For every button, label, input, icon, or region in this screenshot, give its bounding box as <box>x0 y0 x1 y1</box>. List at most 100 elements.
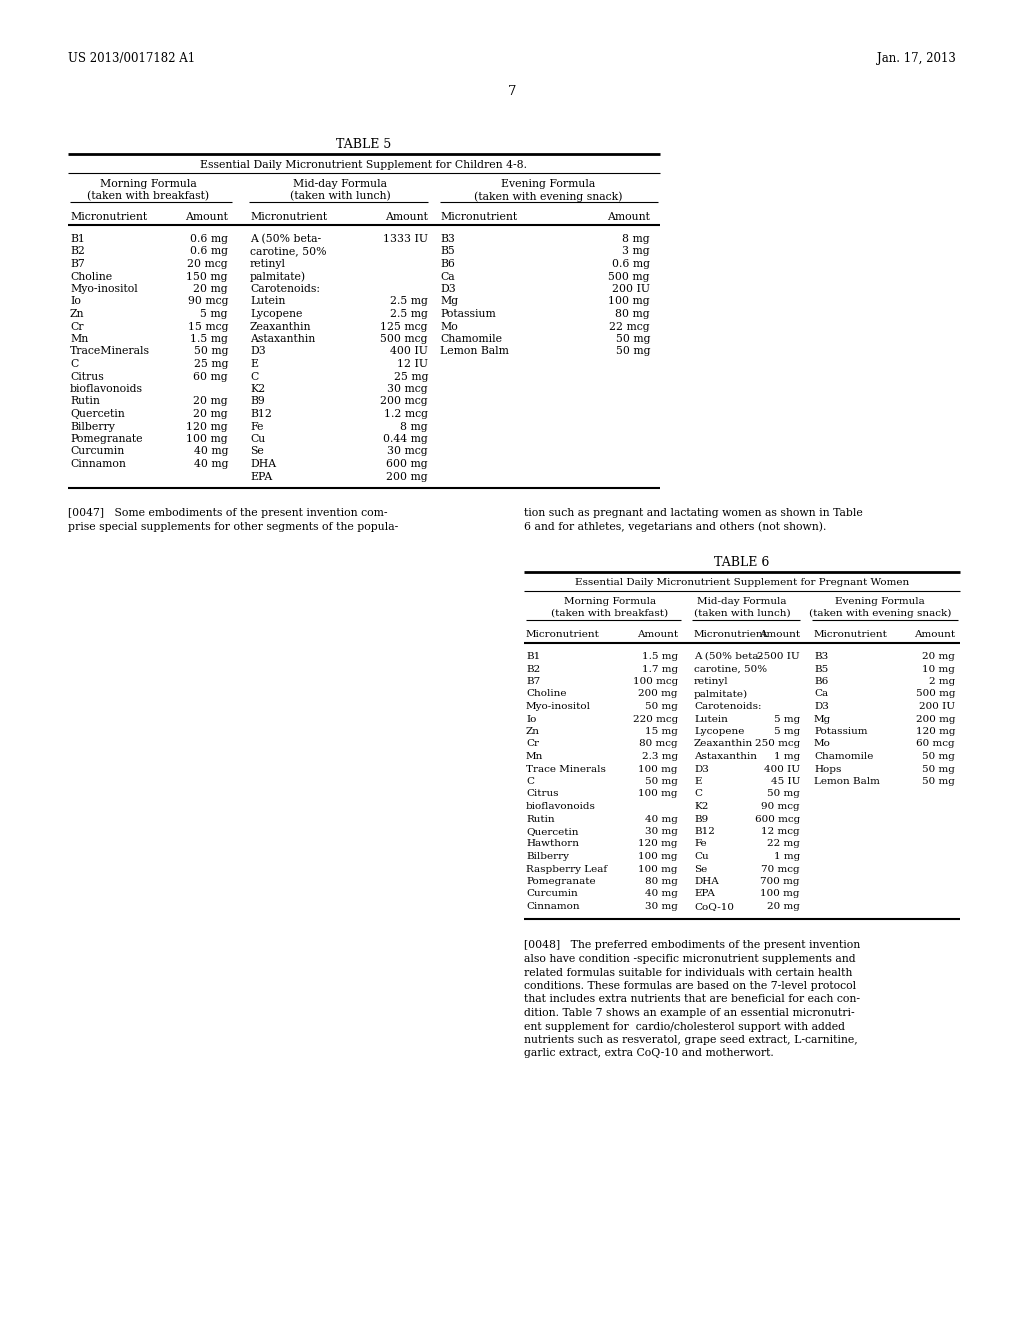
Text: 400 IU: 400 IU <box>390 346 428 356</box>
Text: Fe: Fe <box>694 840 707 849</box>
Text: 12 IU: 12 IU <box>397 359 428 370</box>
Text: 1.5 mg: 1.5 mg <box>190 334 228 345</box>
Text: 100 mg: 100 mg <box>639 789 678 799</box>
Text: related formulas suitable for individuals with certain health: related formulas suitable for individual… <box>524 968 852 978</box>
Text: Lutein: Lutein <box>250 297 286 306</box>
Text: Bilberry: Bilberry <box>70 421 115 432</box>
Text: B2: B2 <box>526 664 541 673</box>
Text: 100 mg: 100 mg <box>639 851 678 861</box>
Text: 5 mg: 5 mg <box>201 309 228 319</box>
Text: 500 mg: 500 mg <box>608 272 650 281</box>
Text: 200 mg: 200 mg <box>386 471 428 482</box>
Text: tion such as pregnant and lactating women as shown in Table: tion such as pregnant and lactating wome… <box>524 508 863 517</box>
Text: Mo: Mo <box>440 322 458 331</box>
Text: (taken with lunch): (taken with lunch) <box>693 609 791 618</box>
Text: Se: Se <box>694 865 708 874</box>
Text: 40 mg: 40 mg <box>645 890 678 899</box>
Text: Micronutrient: Micronutrient <box>814 630 888 639</box>
Text: Essential Daily Micronutrient Supplement for Pregnant Women: Essential Daily Micronutrient Supplement… <box>574 578 909 587</box>
Text: 500 mcg: 500 mcg <box>381 334 428 345</box>
Text: Quercetin: Quercetin <box>526 828 579 836</box>
Text: 120 mg: 120 mg <box>915 727 955 737</box>
Text: Myo-inositol: Myo-inositol <box>70 284 138 294</box>
Text: 50 mg: 50 mg <box>615 334 650 345</box>
Text: Lutein: Lutein <box>694 714 728 723</box>
Text: Astaxanthin: Astaxanthin <box>250 334 315 345</box>
Text: Mn: Mn <box>526 752 544 762</box>
Text: 200 IU: 200 IU <box>919 702 955 711</box>
Text: E: E <box>694 777 701 785</box>
Text: Myo-inositol: Myo-inositol <box>526 702 591 711</box>
Text: Potassium: Potassium <box>814 727 867 737</box>
Text: 0.44 mg: 0.44 mg <box>383 434 428 444</box>
Text: retinyl: retinyl <box>250 259 286 269</box>
Text: Mg: Mg <box>440 297 458 306</box>
Text: A (50% beta-: A (50% beta- <box>250 234 322 244</box>
Text: 25 mg: 25 mg <box>194 359 228 370</box>
Text: Zn: Zn <box>526 727 540 737</box>
Text: B1: B1 <box>526 652 541 661</box>
Text: 50 mg: 50 mg <box>615 346 650 356</box>
Text: Evening Formula: Evening Formula <box>836 597 925 606</box>
Text: Amount: Amount <box>185 213 228 222</box>
Text: D3: D3 <box>694 764 709 774</box>
Text: 60 mcg: 60 mcg <box>916 739 955 748</box>
Text: Cinnamon: Cinnamon <box>70 459 126 469</box>
Text: B9: B9 <box>250 396 265 407</box>
Text: 12 mcg: 12 mcg <box>762 828 800 836</box>
Text: Pomegranate: Pomegranate <box>526 876 596 886</box>
Text: (taken with breakfast): (taken with breakfast) <box>552 609 669 618</box>
Text: 100 mg: 100 mg <box>639 764 678 774</box>
Text: Ca: Ca <box>814 689 828 698</box>
Text: 50 mg: 50 mg <box>923 752 955 762</box>
Text: DHA: DHA <box>694 876 719 886</box>
Text: Curcumin: Curcumin <box>70 446 124 457</box>
Text: Amount: Amount <box>607 213 650 222</box>
Text: 15 mcg: 15 mcg <box>187 322 228 331</box>
Text: 2.5 mg: 2.5 mg <box>390 309 428 319</box>
Text: 15 mg: 15 mg <box>645 727 678 737</box>
Text: Se: Se <box>250 446 264 457</box>
Text: 40 mg: 40 mg <box>645 814 678 824</box>
Text: 100 mg: 100 mg <box>639 865 678 874</box>
Text: Micronutrient: Micronutrient <box>250 213 327 222</box>
Text: Micronutrient: Micronutrient <box>526 630 600 639</box>
Text: 600 mcg: 600 mcg <box>755 814 800 824</box>
Text: 1.2 mcg: 1.2 mcg <box>384 409 428 418</box>
Text: 100 mg: 100 mg <box>608 297 650 306</box>
Text: Bilberry: Bilberry <box>526 851 569 861</box>
Text: Io: Io <box>526 714 537 723</box>
Text: (taken with breakfast): (taken with breakfast) <box>87 191 209 202</box>
Text: nutrients such as resveratol, grape seed extract, L-carnitine,: nutrients such as resveratol, grape seed… <box>524 1035 858 1045</box>
Text: prise special supplements for other segments of the popula-: prise special supplements for other segm… <box>68 521 398 532</box>
Text: C: C <box>70 359 78 370</box>
Text: A (50% beta-: A (50% beta- <box>694 652 762 661</box>
Text: Cu: Cu <box>250 434 265 444</box>
Text: TABLE 5: TABLE 5 <box>336 139 391 150</box>
Text: B12: B12 <box>250 409 272 418</box>
Text: K2: K2 <box>250 384 265 393</box>
Text: 20 mg: 20 mg <box>194 396 228 407</box>
Text: Rutin: Rutin <box>526 814 555 824</box>
Text: Carotenoids:: Carotenoids: <box>694 702 762 711</box>
Text: 250 mcg: 250 mcg <box>755 739 800 748</box>
Text: bioflavonoids: bioflavonoids <box>526 803 596 810</box>
Text: K2: K2 <box>694 803 709 810</box>
Text: retinyl: retinyl <box>694 677 729 686</box>
Text: 8 mg: 8 mg <box>623 234 650 244</box>
Text: 500 mg: 500 mg <box>915 689 955 698</box>
Text: 100 mcg: 100 mcg <box>633 677 678 686</box>
Text: 0.6 mg: 0.6 mg <box>190 247 228 256</box>
Text: 1.7 mg: 1.7 mg <box>642 664 678 673</box>
Text: 6 and for athletes, vegetarians and others (not shown).: 6 and for athletes, vegetarians and othe… <box>524 521 826 532</box>
Text: 200 IU: 200 IU <box>612 284 650 294</box>
Text: 200 mg: 200 mg <box>915 714 955 723</box>
Text: Choline: Choline <box>526 689 566 698</box>
Text: Amount: Amount <box>759 630 800 639</box>
Text: C: C <box>250 371 258 381</box>
Text: 2.3 mg: 2.3 mg <box>642 752 678 762</box>
Text: Citrus: Citrus <box>70 371 103 381</box>
Text: 5 mg: 5 mg <box>774 727 800 737</box>
Text: 0.6 mg: 0.6 mg <box>190 234 228 244</box>
Text: Cr: Cr <box>70 322 84 331</box>
